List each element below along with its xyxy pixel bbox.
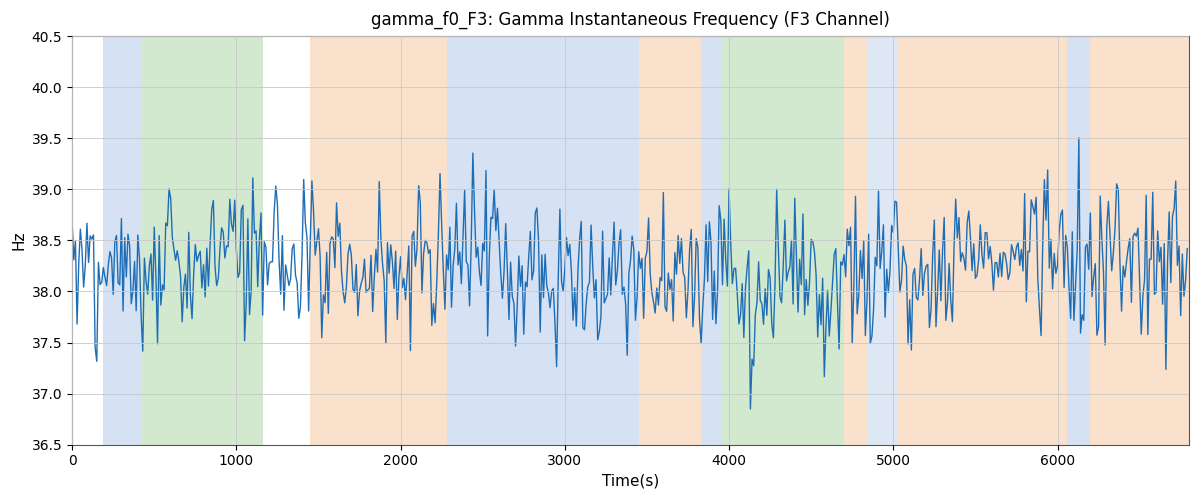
X-axis label: Time(s): Time(s) (602, 474, 659, 489)
Bar (142, 36, 263, 445)
Bar (722, 36, 844, 445)
Bar (896, 36, 1067, 445)
Bar (1091, 36, 1189, 445)
Bar (446, 36, 638, 445)
Y-axis label: Hz: Hz (11, 230, 26, 250)
Bar (311, 36, 446, 445)
Bar (638, 36, 701, 445)
Bar (844, 36, 868, 445)
Bar (1067, 36, 1091, 445)
Bar (868, 36, 896, 445)
Title: gamma_f0_F3: Gamma Instantaneous Frequency (F3 Channel): gamma_f0_F3: Gamma Instantaneous Frequen… (371, 11, 890, 30)
Bar (103, 36, 142, 445)
Bar (701, 36, 722, 445)
